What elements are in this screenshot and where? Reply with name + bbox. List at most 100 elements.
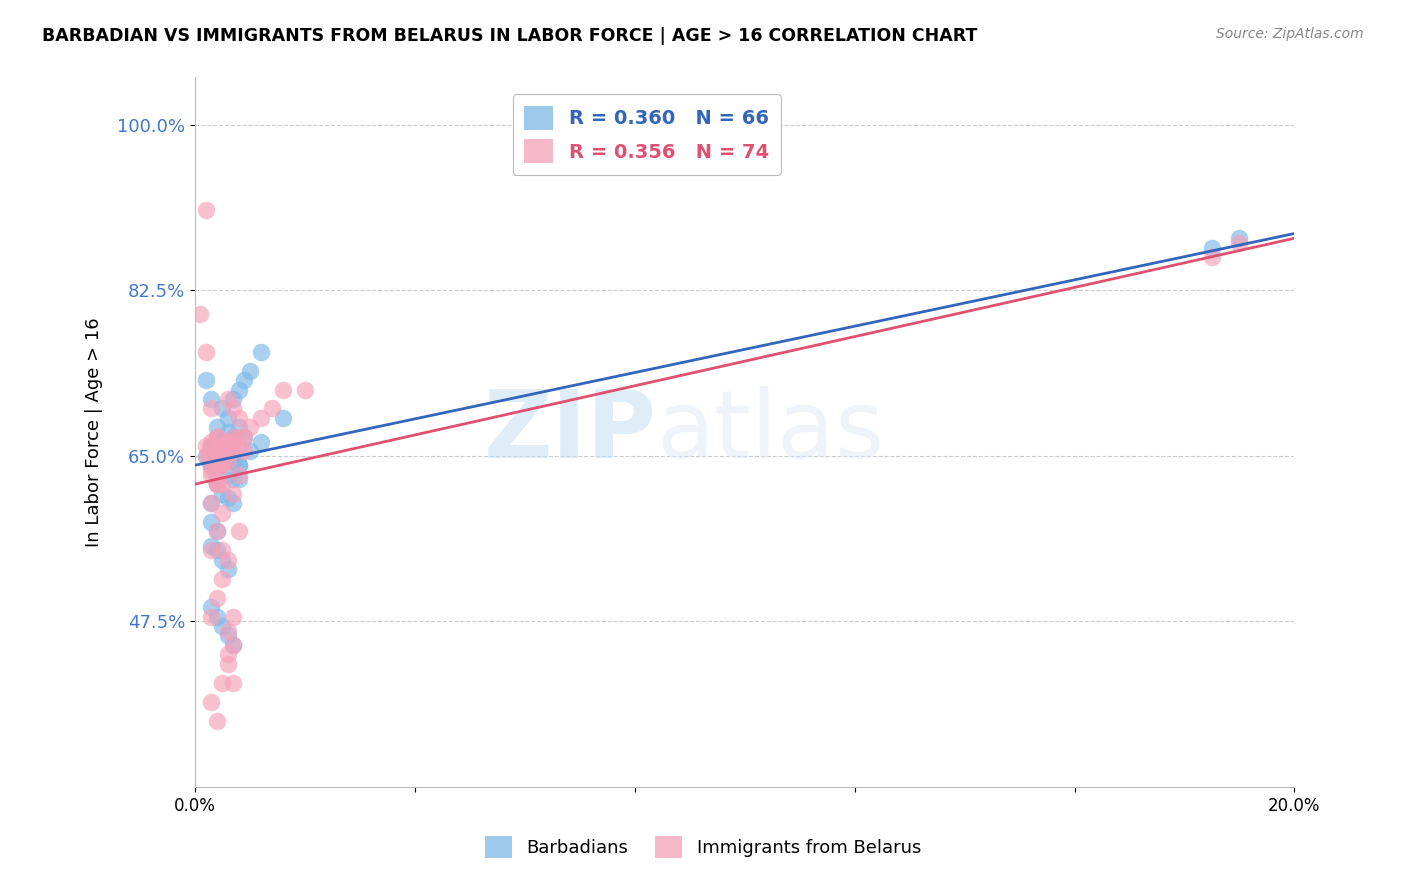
Point	[217, 553, 239, 567]
Point	[222, 392, 245, 406]
Point	[250, 344, 273, 359]
Point	[211, 449, 233, 463]
Point	[222, 430, 245, 444]
Text: BARBADIAN VS IMMIGRANTS FROM BELARUS IN LABOR FORCE | AGE > 16 CORRELATION CHART: BARBADIAN VS IMMIGRANTS FROM BELARUS IN …	[42, 27, 977, 45]
Point	[200, 458, 222, 473]
Point	[200, 434, 222, 449]
Point	[1201, 250, 1223, 264]
Point	[200, 496, 222, 510]
Point	[200, 496, 222, 510]
Point	[205, 453, 228, 467]
Point	[217, 453, 239, 467]
Point	[194, 344, 217, 359]
Point	[190, 307, 212, 321]
Text: atlas: atlas	[657, 386, 884, 478]
Point	[205, 420, 228, 434]
Point	[228, 420, 250, 434]
Point	[217, 439, 239, 453]
Point	[250, 434, 273, 449]
Point	[233, 430, 256, 444]
Point	[194, 202, 217, 217]
Point	[211, 439, 233, 453]
Point	[205, 524, 228, 539]
Point	[211, 434, 233, 449]
Point	[205, 609, 228, 624]
Point	[239, 444, 262, 458]
Point	[222, 472, 245, 486]
Point	[233, 373, 256, 387]
Point	[205, 453, 228, 467]
Point	[217, 411, 239, 425]
Point	[228, 430, 250, 444]
Point	[200, 600, 222, 615]
Point	[217, 467, 239, 482]
Point	[217, 392, 239, 406]
Point	[217, 648, 239, 662]
Point	[200, 449, 222, 463]
Point	[205, 591, 228, 605]
Point	[200, 467, 222, 482]
Point	[217, 444, 239, 458]
Point	[205, 439, 228, 453]
Point	[211, 449, 233, 463]
Point	[205, 444, 228, 458]
Point	[239, 364, 262, 378]
Point	[205, 453, 228, 467]
Point	[205, 444, 228, 458]
Point	[211, 477, 233, 491]
Point	[200, 449, 222, 463]
Point	[239, 420, 262, 434]
Point	[211, 458, 233, 473]
Point	[194, 373, 217, 387]
Point	[217, 562, 239, 576]
Point	[200, 458, 222, 473]
Point	[200, 609, 222, 624]
Point	[222, 496, 245, 510]
Point	[222, 609, 245, 624]
Point	[1201, 241, 1223, 255]
Point	[211, 434, 233, 449]
Point	[205, 430, 228, 444]
Point	[200, 463, 222, 477]
Point	[228, 439, 250, 453]
Point	[1229, 231, 1251, 245]
Point	[194, 439, 217, 453]
Point	[228, 411, 250, 425]
Point	[222, 401, 245, 416]
Point	[205, 458, 228, 473]
Y-axis label: In Labor Force | Age > 16: In Labor Force | Age > 16	[86, 318, 103, 547]
Point	[211, 449, 233, 463]
Point	[294, 383, 316, 397]
Point	[228, 458, 250, 473]
Point	[211, 572, 233, 586]
Point	[200, 539, 222, 553]
Point	[200, 515, 222, 529]
Point	[217, 624, 239, 638]
Point	[211, 553, 233, 567]
Point	[200, 392, 222, 406]
Text: ZIP: ZIP	[484, 386, 657, 478]
Point	[233, 430, 256, 444]
Point	[200, 439, 222, 453]
Point	[217, 444, 239, 458]
Point	[205, 458, 228, 473]
Point	[271, 383, 294, 397]
Point	[205, 449, 228, 463]
Point	[233, 444, 256, 458]
Point	[211, 439, 233, 453]
Point	[200, 401, 222, 416]
Point	[217, 657, 239, 671]
Point	[211, 444, 233, 458]
Point	[205, 453, 228, 467]
Legend: R = 0.360   N = 66, R = 0.356   N = 74: R = 0.360 N = 66, R = 0.356 N = 74	[513, 95, 780, 175]
Point	[200, 458, 222, 473]
Point	[222, 430, 245, 444]
Point	[194, 449, 217, 463]
Point	[217, 439, 239, 453]
Point	[211, 486, 233, 500]
Point	[222, 675, 245, 690]
Point	[217, 425, 239, 439]
Point	[222, 439, 245, 453]
Point	[211, 449, 233, 463]
Point	[205, 477, 228, 491]
